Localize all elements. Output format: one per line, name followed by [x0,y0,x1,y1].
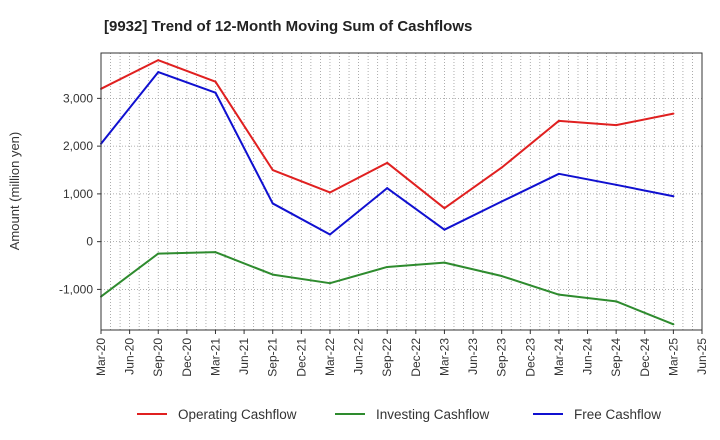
legend: Operating Cashflow Investing Cashflow Free… [137,407,661,422]
x-tick-label: Sep-24 [609,338,623,377]
data-point-investing-cashflow [500,275,503,278]
data-point-operating-cashflow [672,112,675,115]
x-tick-label: Dec-21 [294,338,308,377]
data-point-investing-cashflow [557,293,560,296]
x-tick-label: Sep-23 [495,338,509,377]
y-tick-label: 1,000 [63,187,93,201]
x-tick-label: Mar-22 [323,338,337,376]
x-tick-label: Jun-25 [695,338,709,375]
legend-label-free-cashflow: Free Cashflow [574,407,661,422]
data-point-operating-cashflow [271,169,274,172]
legend-label-operating-cashflow: Operating Cashflow [178,407,297,422]
data-point-investing-cashflow [214,251,217,254]
data-point-investing-cashflow [328,282,331,285]
data-point-operating-cashflow [157,59,160,62]
data-point-investing-cashflow [271,273,274,276]
x-tick-label: Mar-21 [208,338,222,376]
x-tick-label: Jun-21 [237,338,251,375]
data-point-free-cashflow [214,91,217,94]
data-point-free-cashflow [557,172,560,175]
data-point-investing-cashflow [443,261,446,264]
x-tick-label: Mar-20 [94,338,108,376]
x-tick-label: Jun-24 [581,338,595,375]
y-tick-label: 2,000 [63,139,93,153]
legend-label-investing-cashflow: Investing Cashflow [376,407,490,422]
series-line-investing-cashflow [100,251,674,326]
x-tick-label: Mar-24 [552,338,566,376]
x-tick-label: Jun-23 [466,338,480,375]
plot-frame [100,52,703,331]
x-axis-ticks: Mar-20 Jun-20 Sep-20 Dec-20 Mar-21 Jun-21 Sep-… [94,330,709,377]
y-axis-label: Amount (million yen) [7,132,22,251]
x-tick-label: Sep-20 [151,338,165,377]
data-point-free-cashflow [386,187,389,190]
data-point-investing-cashflow [672,323,675,326]
series-line-free-cashflow [100,71,674,236]
chart-title: [9932] Trend of 12-Month Moving Sum of C… [104,18,472,35]
data-point-free-cashflow [443,228,446,231]
data-point-free-cashflow [500,200,503,203]
y-tick-label: 3,000 [63,91,93,105]
data-point-free-cashflow [328,233,331,236]
data-point-free-cashflow [672,195,675,198]
data-point-free-cashflow [615,183,618,186]
x-tick-label: Sep-22 [380,338,394,377]
y-axis-ticks: -1,000 0 1,000 2,000 3,000 [59,91,101,296]
y-tick-label: 0 [86,235,93,249]
x-tick-label: Mar-23 [437,338,451,376]
data-point-operating-cashflow [500,166,503,169]
x-tick-label: Jun-20 [123,338,137,375]
series-layer [100,59,675,326]
data-point-operating-cashflow [615,124,618,127]
data-point-operating-cashflow [557,119,560,122]
data-point-investing-cashflow [615,300,618,303]
data-point-free-cashflow [271,202,274,205]
x-tick-label: Jun-22 [352,338,366,375]
data-point-operating-cashflow [386,161,389,164]
grid [100,53,703,330]
x-tick-label: Sep-21 [266,338,280,377]
x-tick-label: Dec-24 [638,338,652,377]
x-tick-label: Dec-20 [180,338,194,377]
x-tick-label: Mar-25 [666,338,680,376]
x-tick-label: Dec-23 [523,338,537,377]
data-point-investing-cashflow [386,265,389,268]
x-tick-label: Dec-22 [409,338,423,377]
data-point-investing-cashflow [157,252,160,255]
data-point-operating-cashflow [443,207,446,210]
data-point-operating-cashflow [214,80,217,83]
data-point-operating-cashflow [328,191,331,194]
y-tick-label: -1,000 [59,282,93,296]
data-point-free-cashflow [157,71,160,74]
